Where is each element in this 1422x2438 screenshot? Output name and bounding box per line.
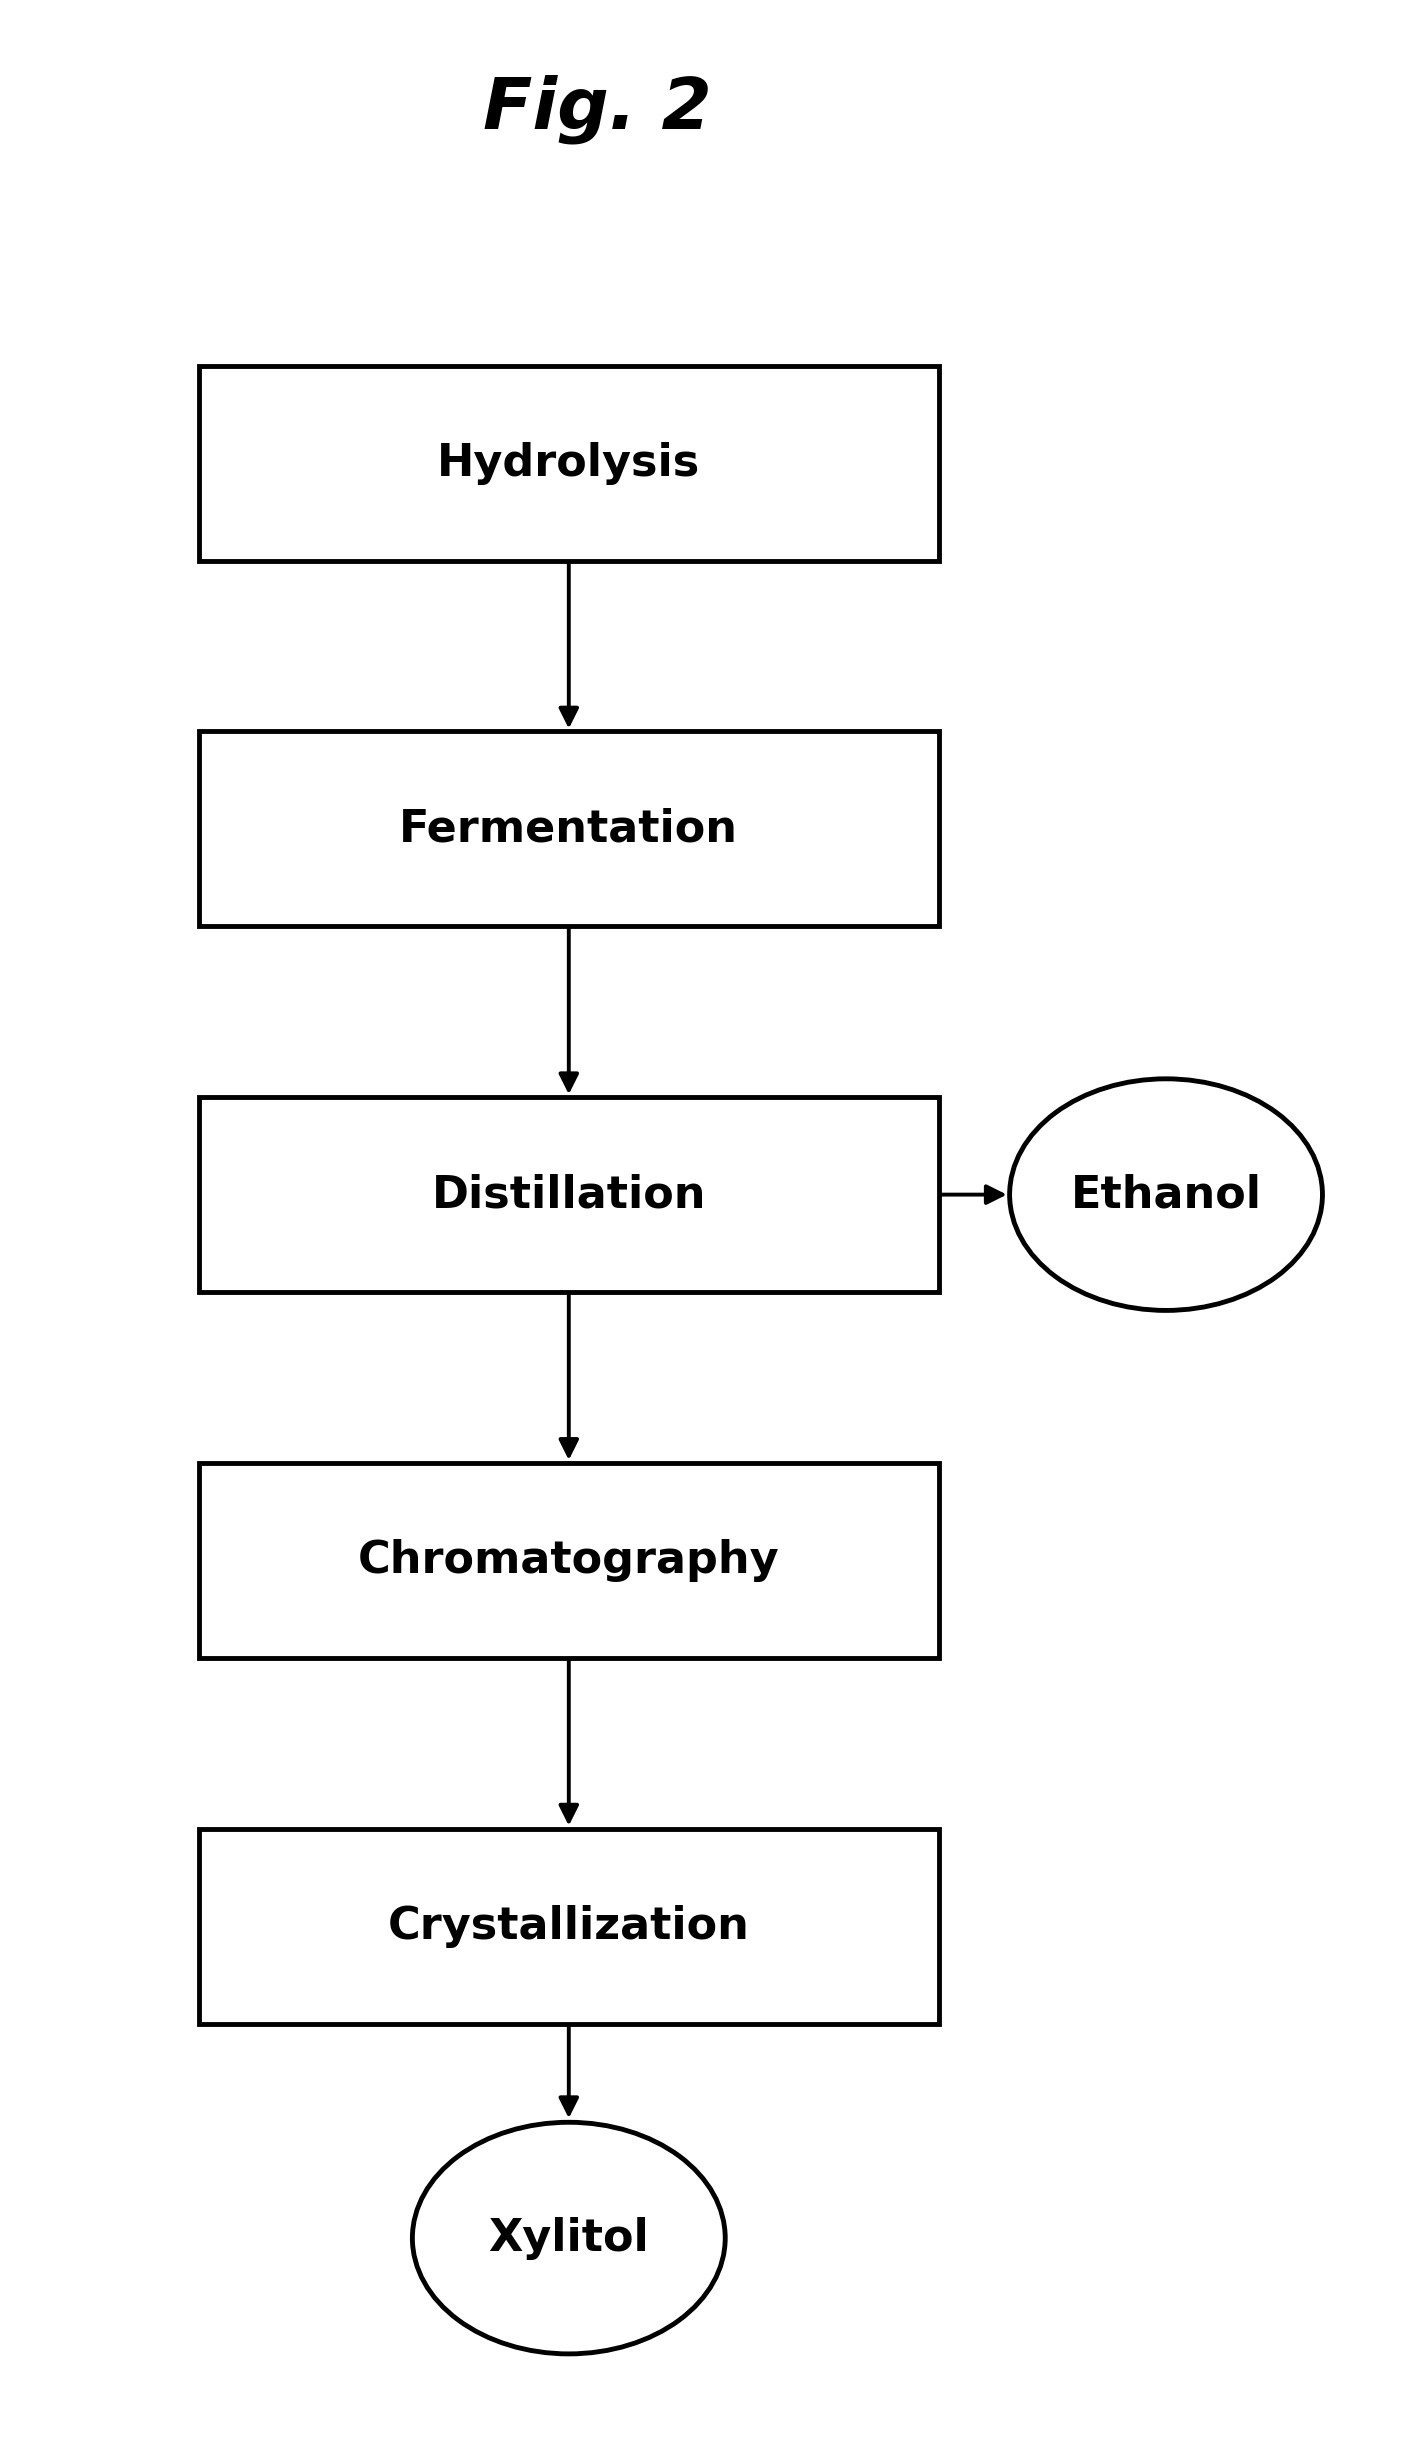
Ellipse shape [1010,1078,1322,1312]
FancyBboxPatch shape [199,366,939,561]
Text: Hydrolysis: Hydrolysis [437,441,701,485]
Text: Distillation: Distillation [431,1173,707,1217]
Text: Chromatography: Chromatography [358,1538,779,1582]
FancyBboxPatch shape [199,1463,939,1658]
Text: Fermentation: Fermentation [400,807,738,851]
Ellipse shape [412,2121,725,2355]
Text: Fig. 2: Fig. 2 [483,76,711,144]
FancyBboxPatch shape [199,731,939,926]
Text: Xylitol: Xylitol [488,2216,650,2260]
Text: Crystallization: Crystallization [388,1904,749,1948]
FancyBboxPatch shape [199,1828,939,2024]
FancyBboxPatch shape [199,1097,939,1292]
Text: Ethanol: Ethanol [1071,1173,1261,1217]
